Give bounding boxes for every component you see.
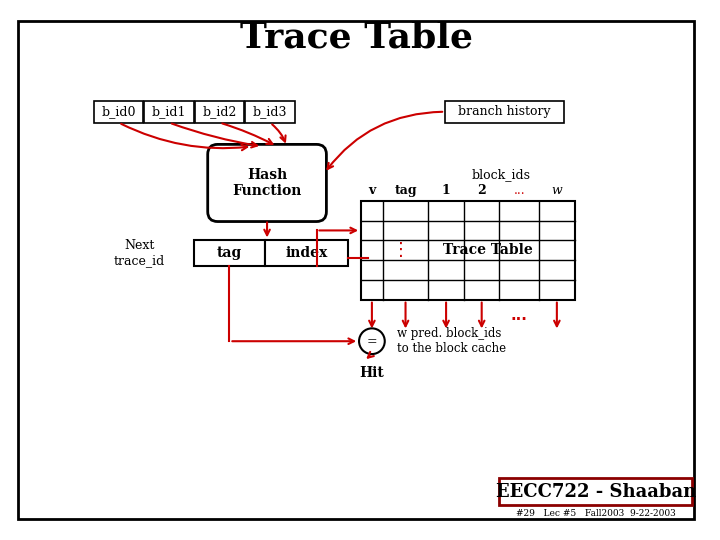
Bar [195, 101, 244, 123]
Text: ...: ... [510, 308, 528, 323]
Text: branch history: branch history [458, 105, 551, 118]
Bar [194, 240, 265, 266]
Text: block_ids: block_ids [472, 168, 531, 181]
Text: ...: ... [513, 184, 525, 198]
Text: Trace Table: Trace Table [443, 243, 533, 257]
Text: b_id2: b_id2 [202, 105, 237, 118]
Text: =: = [366, 335, 377, 348]
Text: w: w [552, 184, 562, 198]
Bar [94, 101, 143, 123]
Text: Hit: Hit [359, 366, 384, 380]
Text: ⋮: ⋮ [392, 241, 410, 259]
Text: w pred. block_ids
to the block cache: w pred. block_ids to the block cache [397, 327, 505, 355]
Bar [445, 101, 564, 123]
Text: 2: 2 [477, 184, 486, 198]
Text: b_id0: b_id0 [102, 105, 136, 118]
Text: index: index [286, 246, 328, 260]
Text: Trace Table: Trace Table [240, 21, 472, 55]
Text: Next
trace_id: Next trace_id [114, 239, 165, 267]
Text: b_id1: b_id1 [152, 105, 186, 118]
Bar [500, 478, 693, 505]
Text: 1: 1 [441, 184, 451, 198]
Bar [246, 101, 294, 123]
Circle shape [359, 328, 384, 354]
Text: #29   Lec #5   Fall2003  9-22-2003: #29 Lec #5 Fall2003 9-22-2003 [516, 509, 676, 518]
Text: tag: tag [395, 184, 417, 198]
FancyBboxPatch shape [207, 144, 326, 221]
Text: Hash
Function: Hash Function [233, 168, 302, 198]
Bar [265, 240, 348, 266]
Bar [361, 201, 575, 300]
Text: tag: tag [217, 246, 242, 260]
Text: EECC722 - Shaaban: EECC722 - Shaaban [496, 483, 696, 501]
Text: v: v [368, 184, 376, 198]
Text: b_id3: b_id3 [253, 105, 287, 118]
Bar [145, 101, 194, 123]
